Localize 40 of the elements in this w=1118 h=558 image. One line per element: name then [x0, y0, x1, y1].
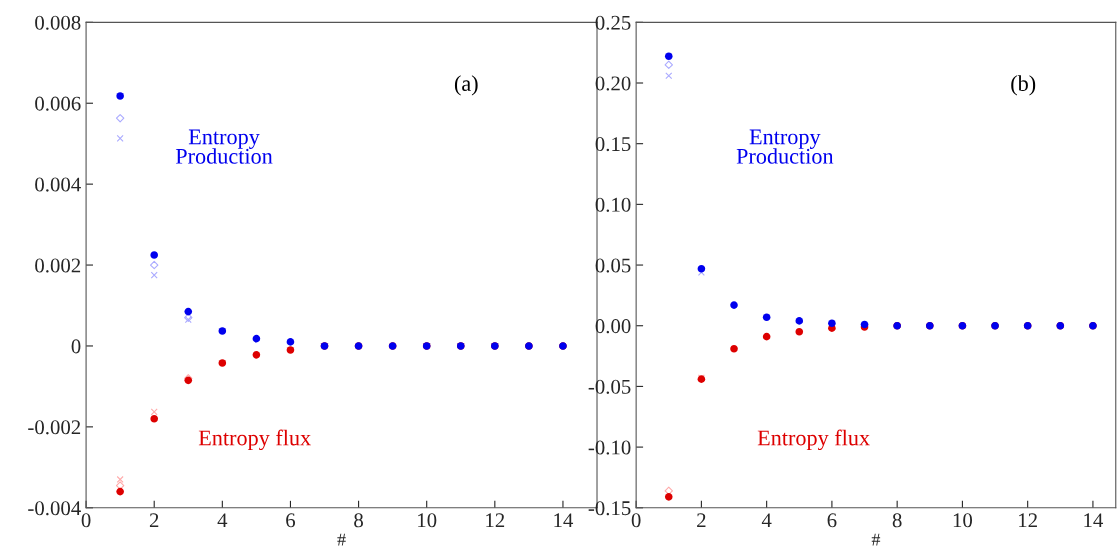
x-tick-label: 2: [697, 513, 706, 528]
x-tick-label: 2: [149, 513, 159, 528]
y-tick-label: -0.10: [588, 440, 631, 455]
annotation: Entropy Production: [736, 129, 834, 164]
x-tick-label: 12: [486, 513, 505, 528]
y-tick-label: 0.004: [35, 177, 81, 192]
annotation: (a): [454, 75, 478, 96]
y-tick-label: 0.008: [35, 15, 81, 30]
y-tick-label: 0.10: [595, 197, 631, 212]
annotation: Entropy flux: [757, 429, 870, 451]
x-tick-label: 0: [631, 513, 641, 528]
x-tick-label: 0: [81, 513, 91, 528]
annotation: (b): [1011, 75, 1036, 96]
y-tick-label: -0.15: [588, 501, 631, 516]
y-tick-label: 0.00: [595, 319, 631, 334]
annotation: Entropy Production: [175, 129, 273, 164]
y-tick-label: 0.002: [35, 258, 81, 273]
annotation: Entropy flux: [198, 429, 311, 451]
y-tick-label: -0.05: [588, 379, 631, 394]
y-tick-label: 0.15: [595, 137, 631, 152]
x-tick-label: 12: [1019, 513, 1037, 528]
y-tick-label: 0: [71, 339, 81, 354]
x-tick-label: 6: [827, 513, 837, 528]
x-tick-label: 6: [286, 513, 296, 528]
y-tick-label: -0.002: [28, 420, 81, 435]
x-tick-label: 14: [554, 513, 574, 528]
x-axis-title: #: [871, 533, 881, 546]
x-tick-label: 4: [761, 513, 772, 528]
x-tick-label: 8: [892, 513, 902, 528]
x-tick-label: 8: [354, 513, 363, 528]
x-tick-label: 10: [418, 513, 437, 528]
y-tick-label: -0.004: [28, 501, 81, 516]
y-tick-label: 0.05: [595, 258, 631, 273]
x-tick-label: 4: [217, 513, 228, 528]
y-tick-label: 0.25: [595, 15, 631, 30]
x-tick-label: 10: [953, 513, 973, 528]
x-tick-label: 14: [1084, 513, 1104, 528]
x-axis-title: #: [337, 533, 346, 546]
y-tick-label: 0.006: [35, 96, 81, 111]
y-tick-label: 0.20: [595, 76, 631, 91]
